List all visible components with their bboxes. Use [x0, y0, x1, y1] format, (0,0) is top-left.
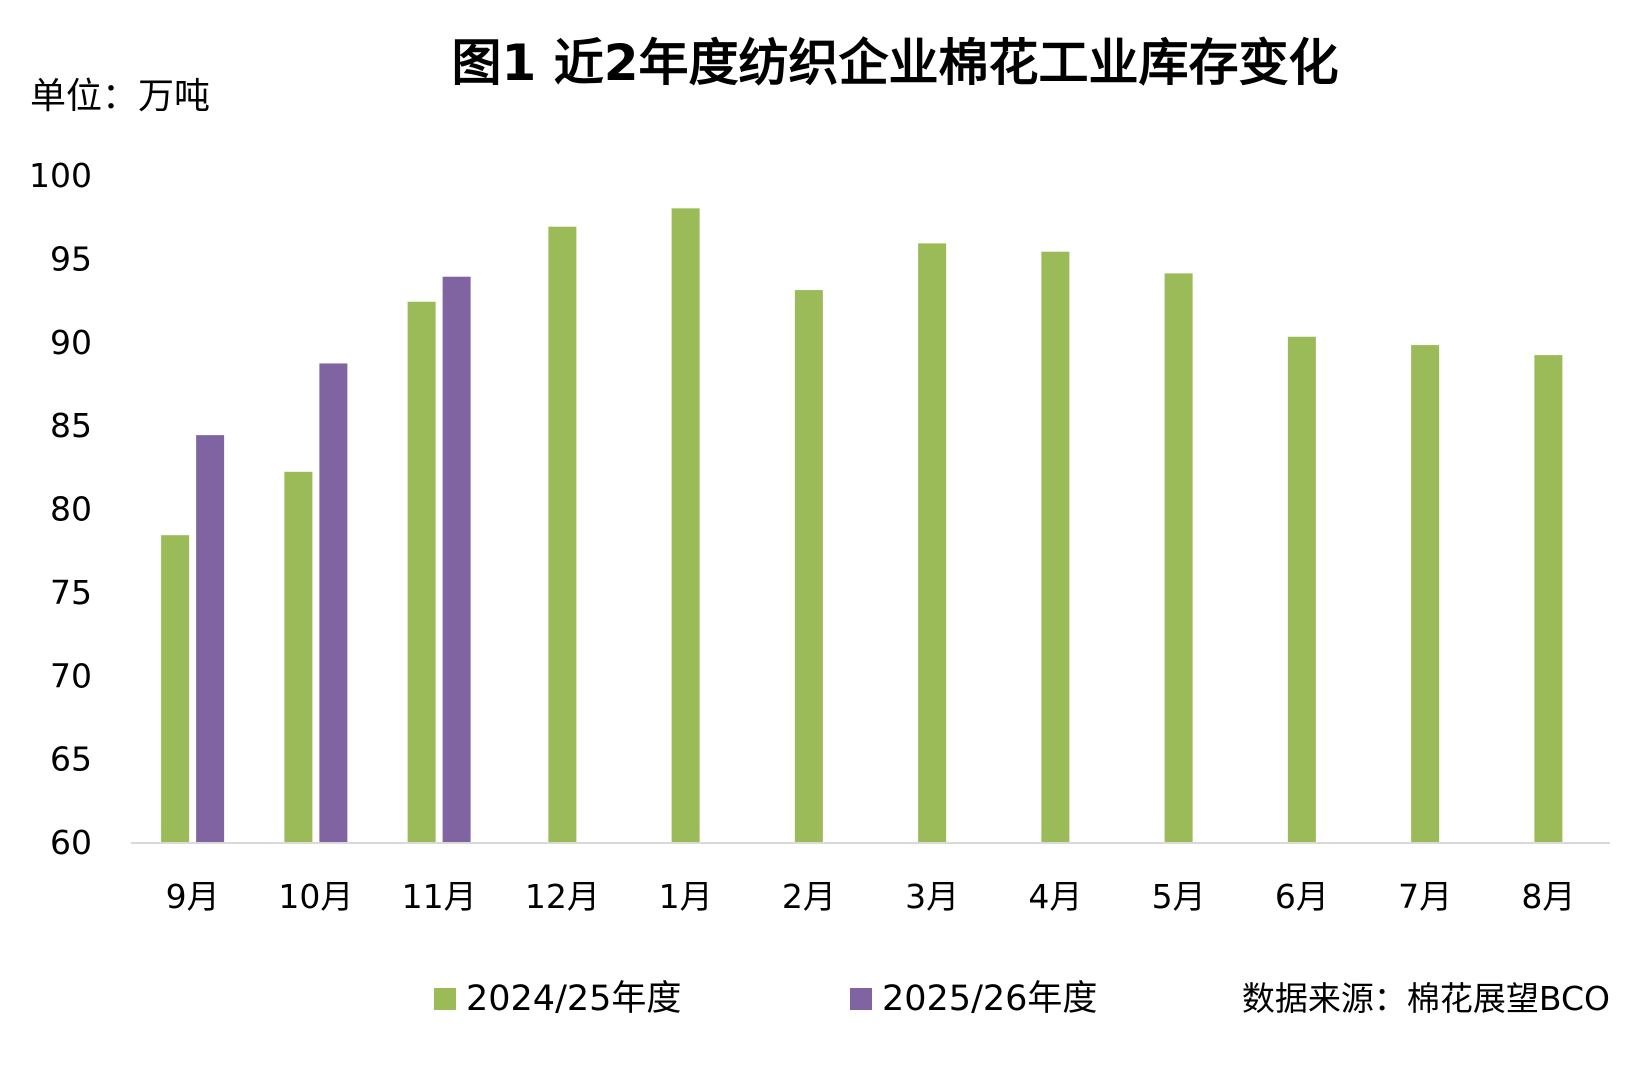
y-tick-label: 95 — [50, 239, 92, 278]
x-tick-label: 5月 — [1152, 877, 1206, 916]
legend: 2024/25年度 2025/26年度 — [434, 979, 1097, 1019]
y-tick-label: 60 — [50, 823, 92, 862]
y-tick-label: 100 — [29, 156, 92, 195]
bar-2024-25 — [407, 301, 436, 843]
bar-2024-25 — [548, 226, 577, 842]
x-tick-label: 7月 — [1398, 877, 1452, 916]
bar-2024-25 — [671, 208, 700, 843]
y-tick-label: 70 — [50, 656, 92, 695]
chart-title: 图1 近2年度纺织企业棉花工业库存变化 — [452, 34, 1339, 92]
bar-2024-25 — [1164, 273, 1193, 842]
x-tick-label: 8月 — [1521, 877, 1575, 916]
bar-2025-26 — [196, 435, 225, 842]
bar-2024-25 — [794, 290, 823, 842]
y-tick-label: 80 — [50, 490, 92, 529]
x-tick-label: 10月 — [278, 877, 353, 916]
x-tick-label: 2月 — [782, 877, 836, 916]
unit-label: 单位：万吨 — [30, 76, 210, 117]
bar-2024-25 — [1411, 345, 1440, 842]
bar-2024-25 — [284, 471, 313, 842]
y-axis: 60 65 70 75 80 85 90 95 100 — [29, 156, 92, 862]
bar-2025-26 — [442, 276, 471, 842]
bar-2024-25 — [1534, 355, 1563, 842]
x-tick-label: 3月 — [905, 877, 959, 916]
bars — [161, 208, 1563, 843]
y-tick-label: 65 — [50, 740, 92, 779]
bar-2025-26 — [319, 363, 348, 842]
x-tick-label: 6月 — [1275, 877, 1329, 916]
x-tick-label: 4月 — [1028, 877, 1082, 916]
bar-2024-25 — [918, 243, 947, 842]
x-tick-label: 9月 — [166, 877, 220, 916]
legend-swatch-2024-25 — [434, 988, 456, 1010]
legend-swatch-2025-26 — [850, 988, 872, 1010]
data-source: 数据来源：棉花展望BCO — [1242, 979, 1610, 1018]
legend-label-2024-25: 2024/25年度 — [466, 979, 681, 1019]
x-axis: 9月 10月 11月 12月 1月 2月 3月 4月 5月 6月 7月 8月 — [166, 877, 1576, 916]
bar-2024-25 — [1041, 251, 1070, 842]
x-tick-label: 12月 — [525, 877, 600, 916]
bar-2024-25 — [1287, 336, 1316, 842]
y-tick-label: 90 — [50, 323, 92, 362]
legend-label-2025-26: 2025/26年度 — [882, 979, 1097, 1019]
x-tick-label: 1月 — [659, 877, 713, 916]
y-tick-label: 85 — [50, 406, 92, 445]
bar-2024-25 — [161, 535, 190, 842]
y-tick-label: 75 — [50, 573, 92, 612]
x-tick-label: 11月 — [402, 877, 477, 916]
